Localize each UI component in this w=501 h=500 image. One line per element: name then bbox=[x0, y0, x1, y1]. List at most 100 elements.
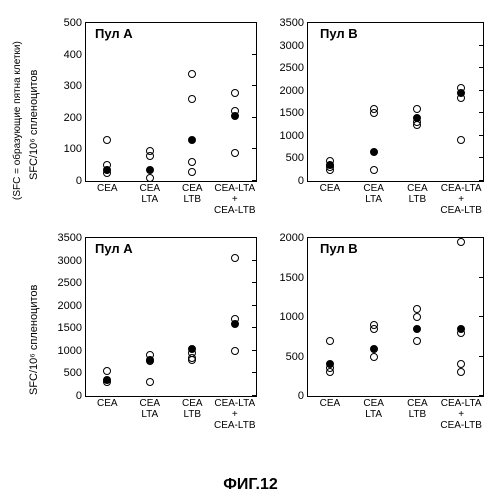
plot-area: 0100200300400500CEACEA LTACEA LTBCEA-LTA… bbox=[85, 22, 257, 182]
y-tick-label: 1000 bbox=[280, 130, 308, 142]
panel-bottom-right: 0500100015002000CEACEA LTACEA LTBCEA-LTA… bbox=[265, 225, 501, 440]
plot-area: 0500100015002000250030003500CEACEA LTACE… bbox=[85, 237, 257, 397]
data-point bbox=[457, 136, 465, 144]
y-axis-label-outer: (SFC = образующие пятна клетки) bbox=[12, 41, 23, 200]
x-tick-label: CEA-LTA + CEA-LTB bbox=[440, 396, 482, 431]
y-tick-label: 0 bbox=[76, 175, 86, 187]
data-point bbox=[146, 152, 154, 160]
data-point bbox=[188, 95, 196, 103]
x-tick-label: CEA-LTA + CEA-LTB bbox=[214, 396, 256, 431]
plot-area: 0500100015002000250030003500CEACEA LTACE… bbox=[307, 22, 484, 182]
data-point bbox=[413, 105, 421, 113]
data-point bbox=[188, 136, 196, 144]
x-tick-label: CEA LTB bbox=[182, 181, 203, 205]
y-axis-label-inner: SFC/10⁶ спленоцитов bbox=[28, 70, 40, 180]
panel-title: Пул B bbox=[320, 241, 358, 256]
y-tick-label: 2500 bbox=[280, 62, 308, 74]
x-tick-label: CEA LTB bbox=[407, 181, 428, 205]
panel-title: Пул A bbox=[95, 26, 133, 41]
x-tick-label: CEA bbox=[97, 181, 118, 194]
data-point bbox=[413, 325, 421, 333]
y-tick-label: 500 bbox=[286, 152, 308, 164]
data-point bbox=[370, 109, 378, 117]
data-point bbox=[457, 360, 465, 368]
data-point bbox=[370, 353, 378, 361]
panel-top-left: (SFC = образующие пятна клетки) SFC/10⁶ … bbox=[0, 10, 265, 225]
y-axis-label-inner: SFC/10⁶ спленоцитов bbox=[28, 285, 40, 395]
data-point bbox=[457, 368, 465, 376]
x-tick-label: CEA-LTA + CEA-LTB bbox=[440, 181, 482, 216]
x-tick-label: CEA-LTA + CEA-LTB bbox=[214, 181, 256, 216]
y-tick-label: 500 bbox=[64, 367, 86, 379]
panel-grid: (SFC = образующие пятна клетки) SFC/10⁶ … bbox=[0, 0, 501, 440]
y-tick-label: 0 bbox=[298, 175, 308, 187]
data-point bbox=[326, 368, 334, 376]
data-point bbox=[103, 378, 111, 386]
x-tick-label: CEA LTA bbox=[139, 396, 160, 420]
x-tick-label: CEA LTB bbox=[182, 396, 203, 420]
data-point bbox=[413, 337, 421, 345]
data-point bbox=[146, 174, 154, 182]
data-point bbox=[413, 121, 421, 129]
data-point bbox=[231, 320, 239, 328]
y-tick-label: 1500 bbox=[280, 107, 308, 119]
panel-top-right: 0 500 1000 1500 2000 2500 3000 3500 CEA CEA LTA CE… bbox=[265, 10, 501, 225]
data-point bbox=[370, 325, 378, 333]
data-point bbox=[457, 329, 465, 337]
data-point bbox=[370, 166, 378, 174]
y-tick-label: 1000 bbox=[280, 311, 308, 323]
y-tick-label: 3000 bbox=[280, 40, 308, 52]
panel-title: Пул A bbox=[95, 241, 133, 256]
y-tick-label: 500 bbox=[286, 351, 308, 363]
y-tick-label: 3000 bbox=[58, 255, 86, 267]
x-tick-label: CEA LTA bbox=[139, 181, 160, 205]
data-point bbox=[370, 148, 378, 156]
x-tick-label: CEA LTB bbox=[407, 396, 428, 420]
y-tick-label: 1500 bbox=[58, 322, 86, 334]
data-point bbox=[413, 313, 421, 321]
y-tick-label: 0 bbox=[76, 390, 86, 402]
plot-area: 0500100015002000CEACEA LTACEA LTBCEA-LTA… bbox=[307, 237, 484, 397]
data-point bbox=[103, 136, 111, 144]
data-point bbox=[103, 169, 111, 177]
y-tick-label: 2000 bbox=[280, 85, 308, 97]
data-point bbox=[370, 345, 378, 353]
data-point bbox=[231, 89, 239, 97]
data-point bbox=[146, 378, 154, 386]
data-point bbox=[188, 70, 196, 78]
y-tick-label: 400 bbox=[64, 49, 86, 61]
y-tick-label: 3500 bbox=[58, 232, 86, 244]
y-tick-label: 1500 bbox=[280, 272, 308, 284]
y-tick-label: 2000 bbox=[58, 300, 86, 312]
y-tick-label: 1000 bbox=[58, 345, 86, 357]
data-point bbox=[457, 94, 465, 102]
panel-title: Пул B bbox=[320, 26, 358, 41]
x-tick-label: CEA LTA bbox=[363, 181, 384, 205]
y-tick-label: 200 bbox=[64, 112, 86, 124]
y-tick-label: 2500 bbox=[58, 277, 86, 289]
y-tick-label: 500 bbox=[64, 17, 86, 29]
data-point bbox=[231, 254, 239, 262]
data-point bbox=[103, 367, 111, 375]
data-point bbox=[231, 347, 239, 355]
data-point bbox=[188, 158, 196, 166]
y-tick-label: 2000 bbox=[280, 232, 308, 244]
data-point bbox=[413, 305, 421, 313]
data-point bbox=[326, 166, 334, 174]
data-point bbox=[188, 168, 196, 176]
figure-12: (SFC = образующие пятна клетки) SFC/10⁶ … bbox=[0, 0, 501, 500]
y-tick-label: 300 bbox=[64, 80, 86, 92]
figure-caption: ФИГ.12 bbox=[0, 476, 501, 494]
data-point bbox=[188, 356, 196, 364]
x-tick-label: CEA LTA bbox=[363, 396, 384, 420]
x-tick-label: CEA bbox=[320, 181, 341, 194]
data-point bbox=[326, 337, 334, 345]
y-tick-label: 3500 bbox=[280, 17, 308, 29]
data-point bbox=[146, 166, 154, 174]
x-tick-label: CEA bbox=[97, 396, 118, 409]
data-point bbox=[231, 112, 239, 120]
panel-bottom-left: SFC/10⁶ спленоцитов 05001000150020002500… bbox=[0, 225, 265, 440]
data-point bbox=[457, 238, 465, 246]
y-tick-label: 100 bbox=[64, 143, 86, 155]
data-point bbox=[146, 357, 154, 365]
